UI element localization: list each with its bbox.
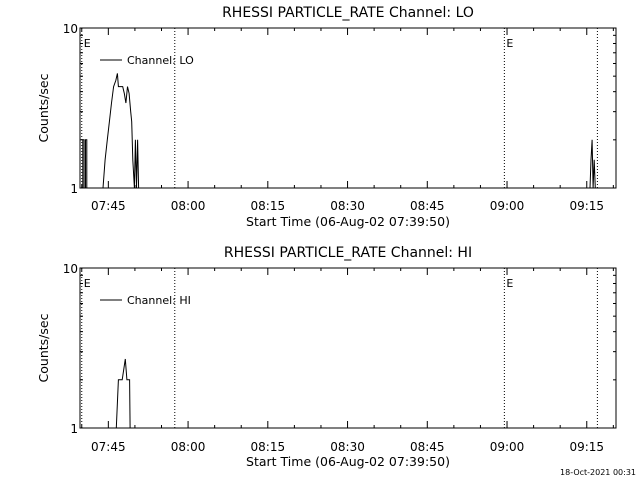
x-tick-label: 09:00 <box>490 440 525 454</box>
x-tick-label: 08:45 <box>410 440 445 454</box>
y-tick-label: 1 <box>70 182 78 196</box>
event-marker-label: E <box>84 37 91 50</box>
data-series-line <box>82 139 88 189</box>
x-tick-label: 08:15 <box>251 199 286 213</box>
x-tick-label: 08:15 <box>251 440 286 454</box>
x-tick-label: 07:45 <box>91 440 126 454</box>
x-tick-label: 09:15 <box>569 440 604 454</box>
x-tick-label: 08:30 <box>330 199 365 213</box>
y-tick-label: 10 <box>63 262 78 276</box>
data-series-line <box>102 73 140 189</box>
legend-label: Channel: HI <box>127 294 191 307</box>
x-axis-title: Start Time (06-Aug-02 07:39:50) <box>246 214 450 229</box>
timestamp-footer: 18-Oct-2021 00:31 <box>560 468 636 477</box>
data-series-line <box>589 139 596 189</box>
y-tick-label: 1 <box>70 422 78 436</box>
x-tick-label: 09:00 <box>490 199 525 213</box>
x-tick-label: 08:45 <box>410 199 445 213</box>
lo-channel-panel: RHESSI PARTICLE_RATE Channel: LO 1 10 07:45… <box>36 5 617 229</box>
y-axis-title: Counts/sec <box>36 313 51 382</box>
chart-title: RHESSI PARTICLE_RATE Channel: LO <box>222 5 474 21</box>
y-axis-title: Counts/sec <box>36 73 51 142</box>
x-tick-label: 07:45 <box>91 199 126 213</box>
x-tick-label: 08:30 <box>330 440 365 454</box>
x-tick-label: 08:00 <box>171 199 206 213</box>
x-axis-title: Start Time (06-Aug-02 07:39:50) <box>246 454 450 469</box>
chart-title: RHESSI PARTICLE_RATE Channel: HI <box>224 245 472 261</box>
event-marker-label: E <box>84 277 91 290</box>
y-tick-label: 10 <box>63 22 78 36</box>
legend-label: Channel: LO <box>127 54 194 67</box>
event-marker-label: E <box>506 37 513 50</box>
x-tick-label: 08:00 <box>171 440 206 454</box>
data-series-line <box>115 358 131 429</box>
hi-channel-panel: RHESSI PARTICLE_RATE Channel: HI 1 10 07:45… <box>36 245 617 469</box>
event-marker-label: E <box>506 277 513 290</box>
x-tick-label: 09:15 <box>569 199 604 213</box>
